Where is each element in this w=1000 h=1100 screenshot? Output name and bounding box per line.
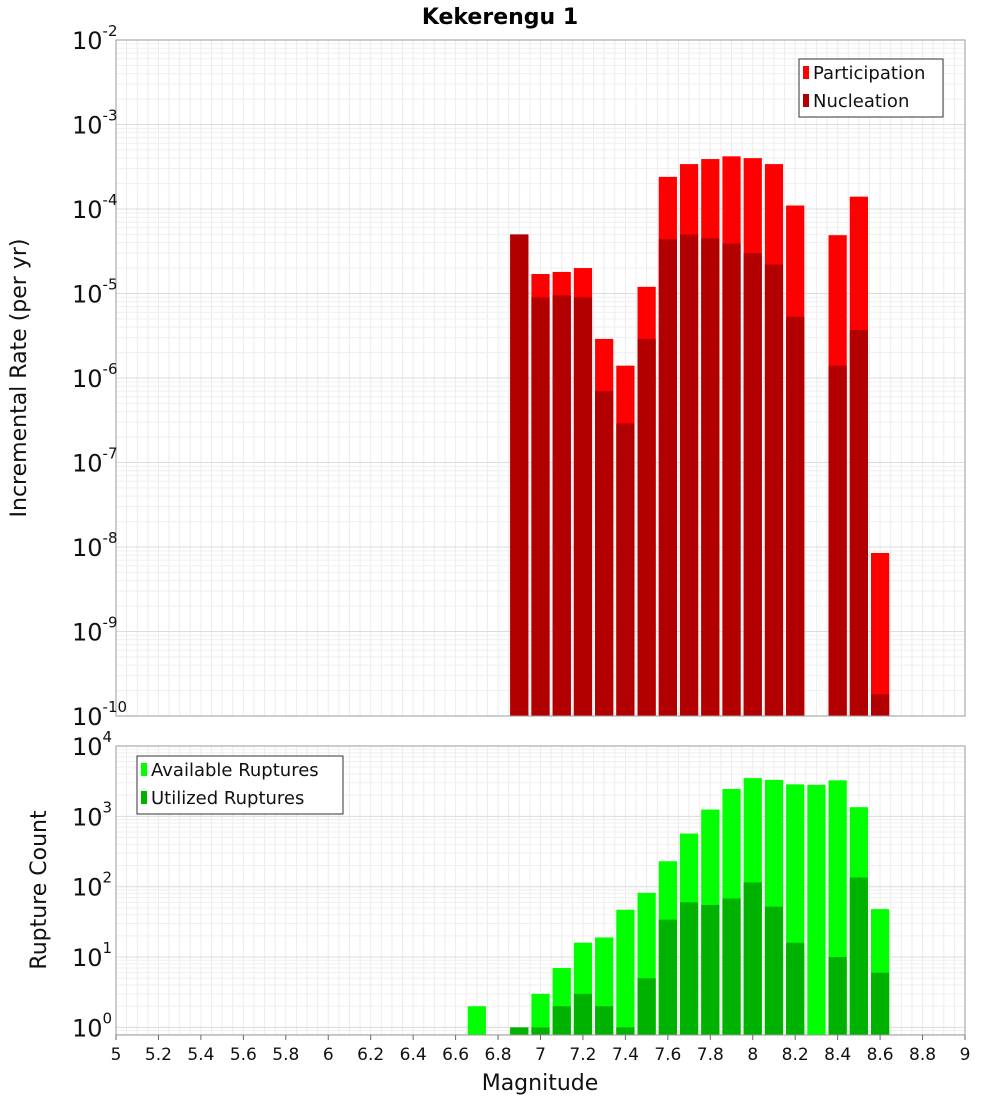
- top-panel: 10-2 10-3 10-4 10-5 10-6 10-7 10-8 10-9 10-10 In…: [7, 22, 966, 731]
- x-tick-label: 6.6: [442, 1045, 469, 1065]
- bottom-bar-utilized-ruptures: [786, 942, 805, 1035]
- chart-title: Kekerengu 1: [422, 5, 578, 30]
- bottom-legend: Available Ruptures Utilized Ruptures: [136, 755, 344, 815]
- top-y-tick-label: 10-5: [72, 276, 118, 309]
- legend-swatch-available-ruptures: [141, 763, 147, 776]
- x-tick-label: 5.2: [145, 1045, 172, 1065]
- bottom-bar-utilized-ruptures: [637, 978, 656, 1035]
- bottom-bar-available-ruptures: [807, 784, 826, 1035]
- top-bar-nucleation: [595, 391, 614, 716]
- top-plot-border: [115, 39, 966, 717]
- bottom-panel: 104 103 102 101 100 5 5.2 5.4 5.6 5.8 6 6.2 6.4 6.6 6…: [27, 728, 970, 1096]
- top-y-tick-label: 10-9: [72, 614, 118, 647]
- top-bar-nucleation: [658, 239, 677, 717]
- x-ticks: 5 5.2 5.4 5.6 5.8 6 6.2 6.4 6.6 6.8 7 7.2 7.4 7.6 7.8 8…: [111, 1035, 971, 1065]
- bottom-y-axis-label: Rupture Count: [27, 810, 52, 970]
- x-tick-label: 5.8: [272, 1045, 299, 1065]
- legend-label-utilized-ruptures: Utilized Ruptures: [151, 788, 304, 809]
- bottom-y-tick-label: 101: [72, 939, 112, 972]
- bottom-bar-utilized-ruptures: [764, 906, 784, 1035]
- top-bar-nucleation: [828, 365, 847, 716]
- x-tick-label: 7: [535, 1045, 546, 1065]
- legend-label-nucleation: Nucleation: [813, 91, 909, 112]
- top-bar-nucleation: [786, 316, 805, 716]
- top-bar-nucleation: [764, 264, 784, 716]
- top-bar-nucleation: [870, 694, 890, 716]
- bottom-bar-utilized-ruptures: [531, 1027, 550, 1035]
- top-legend: Participation Nucleation: [798, 58, 944, 118]
- top-y-tick-label: 10-7: [72, 445, 118, 478]
- top-bar-nucleation: [552, 295, 571, 716]
- x-tick-label: 8.6: [867, 1045, 894, 1065]
- legend-swatch-nucleation: [803, 94, 809, 107]
- bottom-bar-utilized-ruptures: [849, 877, 868, 1035]
- bottom-bar-utilized-ruptures: [552, 1006, 571, 1035]
- x-tick-label: 5.4: [187, 1045, 214, 1065]
- bottom-bar-utilized-ruptures: [701, 904, 720, 1035]
- x-axis-label: Magnitude: [482, 1071, 599, 1096]
- top-bar-nucleation: [849, 329, 868, 716]
- x-tick-label: 6.4: [400, 1045, 427, 1065]
- bottom-bar-utilized-ruptures: [573, 993, 593, 1035]
- x-tick-label: 6.8: [485, 1045, 512, 1065]
- x-tick-label: 5.6: [230, 1045, 257, 1065]
- bottom-bar-utilized-ruptures: [510, 1027, 529, 1035]
- top-y-tick-label: 10-4: [72, 191, 118, 224]
- x-tick-label: 9: [960, 1045, 971, 1065]
- bottom-y-tick-label: 104: [72, 728, 112, 761]
- bottom-bar-utilized-ruptures: [722, 898, 741, 1035]
- top-y-ticks: 10-2 10-3 10-4 10-5 10-6 10-7 10-8 10-9 10-10: [72, 22, 127, 731]
- bottom-y-ticks: 104 103 102 101 100: [72, 728, 112, 1042]
- bottom-bar-utilized-ruptures: [616, 1027, 635, 1035]
- bottom-y-tick-label: 103: [72, 798, 112, 831]
- legend-label-participation: Participation: [813, 63, 925, 84]
- bottom-legend-box: [136, 755, 344, 815]
- legend-swatch-utilized-ruptures: [141, 791, 147, 804]
- x-tick-label: 8.2: [782, 1045, 809, 1065]
- bottom-bar-utilized-ruptures: [595, 1006, 614, 1035]
- bottom-y-tick-label: 100: [72, 1009, 112, 1042]
- top-bar-nucleation: [510, 234, 529, 717]
- bottom-bar-utilized-ruptures: [679, 902, 699, 1035]
- x-tick-label: 7.2: [569, 1045, 596, 1065]
- legend-swatch-participation: [803, 66, 809, 79]
- bottom-bar-available-ruptures: [616, 909, 635, 1035]
- top-bar-nucleation: [573, 297, 593, 716]
- x-tick-label: 7.4: [612, 1045, 639, 1065]
- top-y-tick-label: 10-6: [72, 360, 118, 393]
- x-tick-label: 7.8: [697, 1045, 724, 1065]
- top-legend-box: [798, 58, 944, 118]
- bottom-bars: [467, 778, 890, 1035]
- top-bars: [510, 156, 890, 717]
- top-bar-nucleation: [616, 423, 635, 716]
- top-y-tick-label: 10-2: [72, 22, 118, 55]
- x-tick-label: 6.2: [357, 1045, 384, 1065]
- x-tick-label: 8: [747, 1045, 758, 1065]
- bottom-bar-utilized-ruptures: [743, 882, 762, 1035]
- x-tick-label: 7.6: [654, 1045, 681, 1065]
- top-bar-participation: [870, 552, 890, 716]
- top-bar-nucleation: [701, 238, 720, 717]
- x-tick-label: 8.8: [909, 1045, 936, 1065]
- top-bar-nucleation: [743, 253, 762, 716]
- top-bar-nucleation: [722, 243, 741, 716]
- bottom-y-tick-label: 102: [72, 869, 112, 902]
- bottom-bar-utilized-ruptures: [870, 972, 890, 1035]
- x-tick-label: 6: [323, 1045, 334, 1065]
- top-y-tick-label: 10-3: [72, 107, 118, 140]
- bottom-bar-utilized-ruptures: [658, 919, 677, 1035]
- top-y-tick-label: 10-10: [72, 698, 127, 731]
- x-tick-label: 5: [111, 1045, 122, 1065]
- top-bar-nucleation: [679, 234, 699, 717]
- bottom-bar-available-ruptures: [467, 1006, 486, 1035]
- top-bar-nucleation: [531, 297, 550, 716]
- x-tick-label: 8.4: [824, 1045, 851, 1065]
- top-y-axis-label: Incremental Rate (per yr): [7, 239, 32, 518]
- bottom-bar-utilized-ruptures: [828, 957, 847, 1035]
- top-bar-nucleation: [637, 338, 656, 716]
- top-y-tick-label: 10-8: [72, 529, 118, 562]
- legend-label-available-ruptures: Available Ruptures: [151, 760, 319, 781]
- bottom-bar-available-ruptures: [531, 993, 550, 1035]
